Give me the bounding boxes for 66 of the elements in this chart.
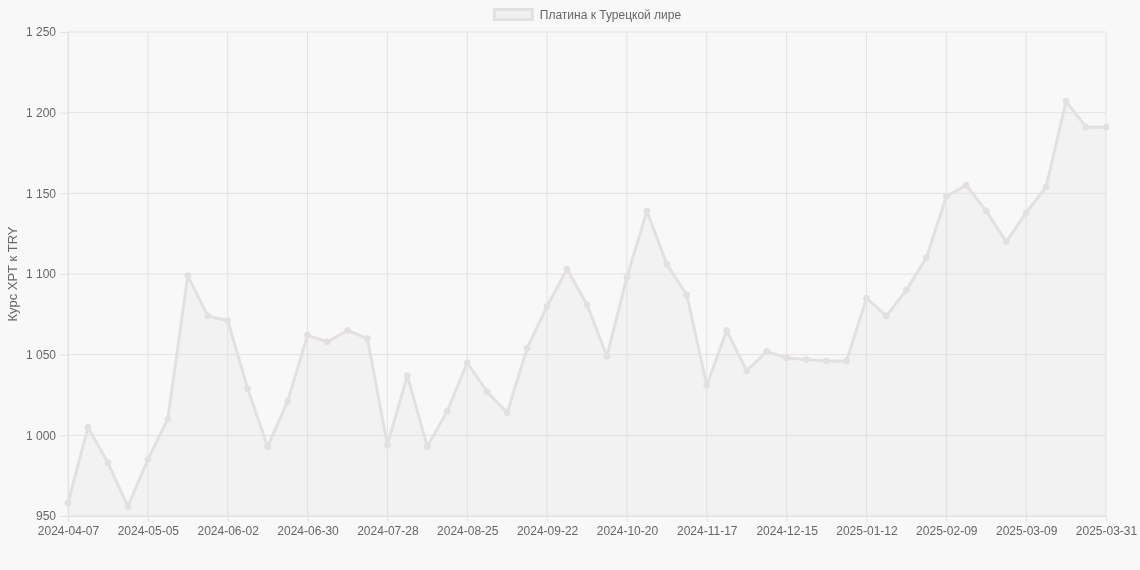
x-tick-label: 2024-10-20 [596, 523, 659, 538]
x-tick-label: 2025-03-31 [1075, 523, 1138, 538]
x-tick-label: 2024-04-07 [37, 523, 100, 538]
x-tick-label: 2024-06-02 [197, 523, 260, 538]
point [663, 260, 671, 268]
point [882, 312, 890, 320]
point [1042, 183, 1050, 191]
point [982, 207, 990, 215]
point [164, 415, 172, 423]
x-tick-label: 2024-05-05 [117, 523, 180, 538]
point [683, 291, 691, 299]
y-tick-label: 1 250 [25, 25, 57, 40]
y-tick-label: 1 050 [25, 348, 57, 363]
point [304, 331, 312, 339]
point [543, 302, 551, 310]
point [922, 254, 930, 262]
x-tick-label: 2024-11-17 [677, 523, 738, 538]
x-tick-label: 2025-01-12 [836, 523, 898, 538]
point [443, 407, 451, 415]
point [783, 354, 791, 362]
point [204, 312, 212, 320]
point [324, 338, 331, 346]
point [902, 286, 910, 294]
point [224, 317, 232, 325]
point [623, 273, 631, 281]
point [862, 294, 870, 302]
point [1002, 238, 1010, 246]
x-tick-label: 2025-03-09 [995, 523, 1058, 538]
point [104, 459, 112, 467]
point [343, 326, 351, 334]
x-tick-label: 2024-08-25 [437, 523, 499, 538]
point [363, 335, 371, 343]
point [483, 388, 491, 396]
y-tick-label: 1 150 [25, 186, 57, 201]
y-tick-label: 1 100 [25, 267, 57, 282]
legend-label: Платина к Турецкой лире [539, 8, 682, 22]
point [803, 356, 811, 363]
point [284, 397, 292, 405]
x-tick-label: 2024-06-30 [277, 523, 340, 538]
point [962, 181, 970, 189]
y-tick-label: 1 000 [25, 428, 57, 443]
x-tick-label: 2025-02-09 [916, 523, 978, 538]
point [84, 423, 92, 431]
y-tick-label: 950 [35, 509, 57, 524]
point [64, 499, 72, 507]
point [244, 385, 252, 393]
point [503, 409, 511, 417]
x-tick-label: 2024-07-28 [357, 523, 419, 538]
point [144, 456, 152, 464]
point [1082, 123, 1090, 131]
point [1022, 209, 1030, 217]
point [763, 347, 771, 355]
point [1062, 97, 1070, 105]
point [723, 326, 731, 334]
y-axis-title: Курс XPT к TRY [5, 226, 20, 322]
point [643, 207, 651, 215]
point [1102, 123, 1110, 131]
point [823, 357, 831, 365]
x-tick-label: 2024-09-22 [516, 523, 579, 538]
point [843, 357, 850, 365]
point [743, 367, 751, 375]
point [583, 301, 591, 309]
x-tick-label: 2024-12-15 [756, 523, 819, 538]
y-tick-label: 1 200 [25, 106, 57, 121]
point [523, 344, 531, 352]
point [942, 193, 950, 201]
